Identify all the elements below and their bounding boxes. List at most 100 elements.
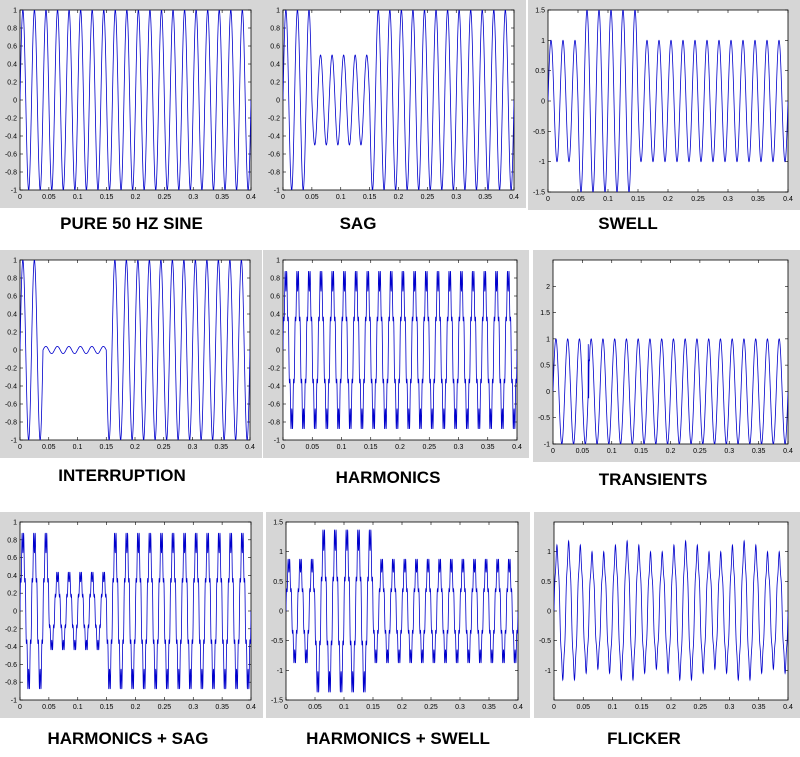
y-tick-label: 0 xyxy=(276,98,280,105)
x-tick-label: 0.15 xyxy=(631,196,645,203)
caption-pure-sine: PURE 50 HZ SINE xyxy=(60,214,203,233)
x-tick-label: 0.4 xyxy=(783,196,793,203)
y-tick-label: 0 xyxy=(546,389,550,396)
y-tick-label: 1 xyxy=(13,8,17,15)
caption-harmonics-sag: HARMONICS + SAG xyxy=(47,729,209,748)
y-tick-label: -0.8 xyxy=(5,170,17,177)
caption-flicker: FLICKER xyxy=(607,729,681,748)
y-tick-label: 0.5 xyxy=(540,363,550,370)
waveform-line xyxy=(283,270,517,430)
x-tick-label: 0.35 xyxy=(752,448,766,455)
y-tick-label: 0.4 xyxy=(7,573,17,580)
x-tick-label: 0.3 xyxy=(188,444,198,451)
x-tick-label: 0.3 xyxy=(454,444,464,451)
interruption-plot: 0 0.05 0.1 0.15 0.2 0.25 0.3 0.35 0.4 1 0.8 0.6 0.4 0… xyxy=(5,258,255,452)
x-tick-label: 0.15 xyxy=(100,704,114,711)
x-tick-label: 0.25 xyxy=(691,196,705,203)
x-tick-label: 0.35 xyxy=(482,704,496,711)
waveform-line xyxy=(554,539,788,682)
x-tick-label: 0.1 xyxy=(73,444,83,451)
x-tick-label: 0.35 xyxy=(478,194,492,201)
x-tick-label: 0.3 xyxy=(724,448,734,455)
y-tick-label: 1 xyxy=(276,258,280,265)
swell-plot: 0 0.05 0.1 0.15 0.2 0.25 0.3 0.35 0.4 1.5 1 0.5 0 -0.… xyxy=(533,8,793,204)
x-tick-label: 0.1 xyxy=(603,196,613,203)
x-tick-label: 0 xyxy=(284,704,288,711)
y-tick-label: 0.4 xyxy=(270,312,280,319)
caption-sag: SAG xyxy=(339,214,377,233)
x-tick-label: 0.05 xyxy=(42,194,56,201)
y-tick-label: -1 xyxy=(544,442,550,449)
chart-panel-harmonics-sag: 0 0.05 0.1 0.15 0.2 0.25 0.3 0.35 0.4 1 0.8 0.6 0.4 0… xyxy=(0,512,263,718)
y-tick-label: 0.4 xyxy=(7,62,17,69)
y-tick-label: 1 xyxy=(279,549,283,556)
y-tick-label: -0.8 xyxy=(5,680,17,687)
waveform-line xyxy=(20,10,251,190)
x-tick-label: 0.4 xyxy=(509,194,519,201)
chart-panel-harmonics: 0 0.05 0.1 0.15 0.2 0.25 0.3 0.35 0.4 1 0.8 0.6 0.4 0… xyxy=(263,250,529,458)
y-tick-label: 0.6 xyxy=(270,294,280,301)
x-tick-label: 0.35 xyxy=(214,444,228,451)
x-tick-label: 0.2 xyxy=(397,704,407,711)
x-tick-label: 0 xyxy=(551,448,555,455)
y-tick-label: -0.6 xyxy=(5,662,17,669)
x-tick-label: 0.35 xyxy=(481,444,495,451)
caption-transients: TRANSIENTS xyxy=(598,470,708,489)
y-tick-label: 0 xyxy=(541,99,545,106)
x-tick-label: 0.1 xyxy=(73,194,83,201)
y-tick-label: 1.5 xyxy=(535,8,545,15)
y-tick-label: 0.5 xyxy=(541,579,551,586)
x-tick-label: 0.05 xyxy=(576,448,590,455)
harmonics-sag-plot: 0 0.05 0.1 0.15 0.2 0.25 0.3 0.35 0.4 1 0.8 0.6 0.4 0… xyxy=(5,520,256,712)
y-tick-label: 0.8 xyxy=(270,26,280,33)
x-tick-label: 0.25 xyxy=(421,194,435,201)
chart-panel-harmonics-swell: 0 0.05 0.1 0.15 0.2 0.25 0.3 0.35 0.4 1.5 1 0.5 0 -0.… xyxy=(266,512,530,718)
y-tick-label: -0.5 xyxy=(539,638,551,645)
x-tick-label: 0.15 xyxy=(634,448,648,455)
x-tick-label: 0.25 xyxy=(693,448,707,455)
x-tick-label: 0 xyxy=(552,704,556,711)
y-tick-label: -0.8 xyxy=(5,420,17,427)
y-tick-label: -0.2 xyxy=(5,366,17,373)
y-tick-label: -0.2 xyxy=(268,116,280,123)
y-tick-label: -0.4 xyxy=(5,384,17,391)
x-tick-label: 0 xyxy=(281,444,285,451)
x-tick-label: 0.25 xyxy=(693,704,707,711)
y-tick-label: 1 xyxy=(547,549,551,556)
x-tick-label: 0.2 xyxy=(395,444,405,451)
x-tick-label: 0 xyxy=(546,196,550,203)
x-tick-label: 0.15 xyxy=(635,704,649,711)
y-tick-label: 0 xyxy=(547,609,551,616)
y-tick-label: -0.2 xyxy=(5,626,17,633)
x-tick-label: 0.2 xyxy=(663,196,673,203)
x-tick-label: 0.3 xyxy=(188,704,198,711)
y-tick-label: -0.8 xyxy=(268,170,280,177)
x-tick-label: 0.1 xyxy=(608,704,618,711)
y-tick-label: -1 xyxy=(545,668,551,675)
y-tick-label: -0.8 xyxy=(268,420,280,427)
y-tick-label: 1.5 xyxy=(540,310,550,317)
y-tick-label: -1 xyxy=(11,188,17,195)
waveform-line xyxy=(20,260,250,440)
x-tick-label: 0.05 xyxy=(42,704,56,711)
x-tick-label: 0.05 xyxy=(571,196,585,203)
y-tick-label: -1 xyxy=(539,159,545,166)
y-tick-label: -1 xyxy=(277,668,283,675)
y-tick-label: 0.8 xyxy=(7,537,17,544)
chart-panel-transients: 0 0.05 0.1 0.15 0.2 0.25 0.3 0.35 0.4 2 1.5 1 0.5 0 -0… xyxy=(533,250,800,462)
caption-interruption: INTERRUPTION xyxy=(58,466,186,485)
y-tick-label: -1 xyxy=(274,188,280,195)
y-tick-label: -0.4 xyxy=(5,644,17,651)
x-tick-label: 0.15 xyxy=(366,704,380,711)
x-tick-label: 0.1 xyxy=(607,448,617,455)
waveform-line xyxy=(283,10,514,190)
y-tick-label: 0 xyxy=(13,609,17,616)
x-tick-label: 0.15 xyxy=(100,194,114,201)
y-tick-label: 0.4 xyxy=(7,312,17,319)
x-tick-label: 0.4 xyxy=(783,448,793,455)
x-tick-label: 0.2 xyxy=(666,448,676,455)
y-tick-label: 1.5 xyxy=(273,520,283,527)
caption-harmonics: HARMONICS xyxy=(335,468,441,487)
y-tick-label: 0.2 xyxy=(7,591,17,598)
y-tick-label: 0.8 xyxy=(7,276,17,283)
